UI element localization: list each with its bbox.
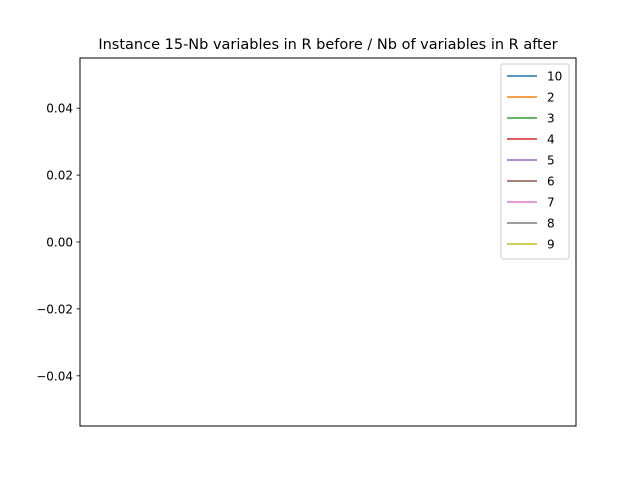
- legend-frame: [500, 63, 570, 260]
- legend: 10 2 3 4 5 6 7 8 9: [500, 63, 570, 260]
- legend-label-10: 10: [547, 70, 562, 84]
- legend-label-6: 6: [547, 175, 555, 189]
- y-tick-label: 0.00: [46, 236, 73, 250]
- legend-label-3: 3: [547, 112, 555, 126]
- plot-area: [79, 57, 577, 427]
- chart-title: Instance 15-Nb variables in R before / N…: [98, 37, 557, 53]
- y-tick-label: 0.02: [46, 169, 73, 183]
- y-tick-label: −0.02: [36, 302, 73, 316]
- y-tick-label: 0.04: [46, 102, 73, 116]
- legend-label-5: 5: [547, 154, 555, 168]
- y-axis: 0.04 0.02 0.00 −0.02 −0.04: [36, 102, 80, 383]
- legend-label-7: 7: [547, 196, 555, 210]
- legend-label-9: 9: [547, 238, 555, 252]
- legend-label-2: 2: [547, 91, 555, 105]
- legend-label-8: 8: [547, 217, 555, 231]
- y-tick-label: −0.04: [36, 369, 73, 383]
- legend-label-4: 4: [547, 133, 555, 147]
